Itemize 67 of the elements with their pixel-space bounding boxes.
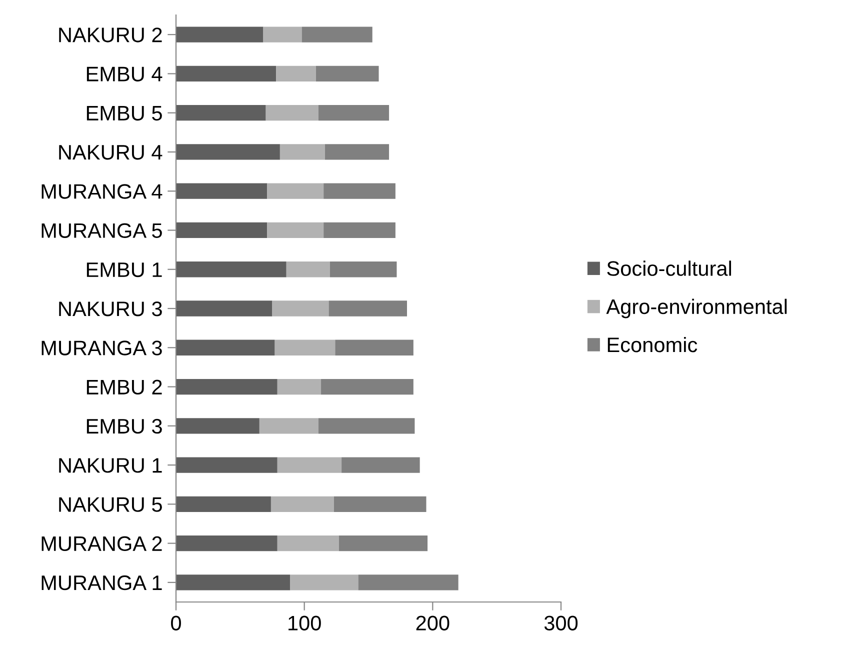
bar	[277, 378, 322, 395]
bar	[259, 418, 318, 434]
y-tick-label: MURANGA 3	[42, 340, 162, 356]
bar	[263, 26, 302, 42]
x-tick-label: 0	[171, 616, 181, 630]
bar	[321, 378, 414, 395]
x-tick-label: 100	[288, 616, 321, 630]
y-tick-label: NAKURU 2	[59, 28, 162, 42]
y-tick-label: MURANGA 2	[42, 536, 162, 552]
bar	[267, 183, 324, 199]
bar	[266, 105, 318, 121]
bar	[176, 535, 278, 552]
bar	[318, 105, 390, 121]
bar	[277, 535, 339, 552]
bar	[342, 457, 420, 473]
y-tick-label: EMBU 3	[86, 418, 162, 434]
bar	[334, 496, 426, 512]
bar	[318, 418, 415, 434]
y-tick-label: NAKURU 1	[59, 458, 162, 473]
bar	[176, 144, 280, 160]
bar	[316, 66, 379, 82]
y-tick-label: NAKURU 4	[59, 145, 162, 160]
bar	[176, 66, 276, 82]
x-tick-label: 200	[416, 616, 450, 630]
bar	[276, 66, 316, 82]
legend-label: Socio-cultural	[607, 260, 732, 276]
bar	[176, 105, 266, 121]
y-tick-label: MURANGA 1	[42, 575, 162, 590]
bar	[290, 574, 358, 590]
bar	[324, 183, 396, 199]
y-tick-label: EMBU 4	[86, 66, 162, 82]
bar	[176, 496, 271, 512]
bar	[176, 26, 264, 42]
legend-label: Economic	[608, 336, 698, 352]
y-tick-label: EMBU 2	[86, 380, 162, 395]
bar	[335, 340, 414, 356]
bar	[280, 144, 325, 160]
bar	[176, 340, 275, 356]
bar	[328, 300, 407, 316]
bar	[330, 262, 397, 278]
bar	[324, 144, 390, 160]
bar	[176, 418, 260, 434]
bar	[176, 183, 268, 199]
bar	[272, 300, 329, 316]
bar	[324, 222, 396, 238]
bar	[176, 457, 278, 473]
y-tick-label: MURANGA 5	[42, 223, 162, 238]
y-tick-label: EMBU 5	[86, 106, 162, 121]
x-tick-label: 300	[544, 616, 578, 630]
bar	[277, 457, 342, 473]
bar	[270, 496, 334, 512]
bar	[274, 340, 336, 356]
bar	[302, 26, 372, 42]
legend-label: Agro-environmental	[606, 298, 787, 318]
y-tick-label: NAKURU 3	[59, 302, 162, 316]
bar	[176, 300, 272, 316]
bar	[176, 378, 278, 395]
bar	[176, 262, 286, 278]
bar	[286, 262, 330, 278]
bar	[358, 574, 458, 590]
bar	[267, 222, 324, 238]
bar	[338, 535, 428, 552]
bar	[176, 222, 268, 238]
y-tick-label: EMBU 1	[86, 262, 162, 278]
y-tick-label: MURANGA 4	[42, 184, 162, 199]
bar	[176, 574, 290, 590]
y-tick-label: NAKURU 5	[59, 497, 162, 512]
